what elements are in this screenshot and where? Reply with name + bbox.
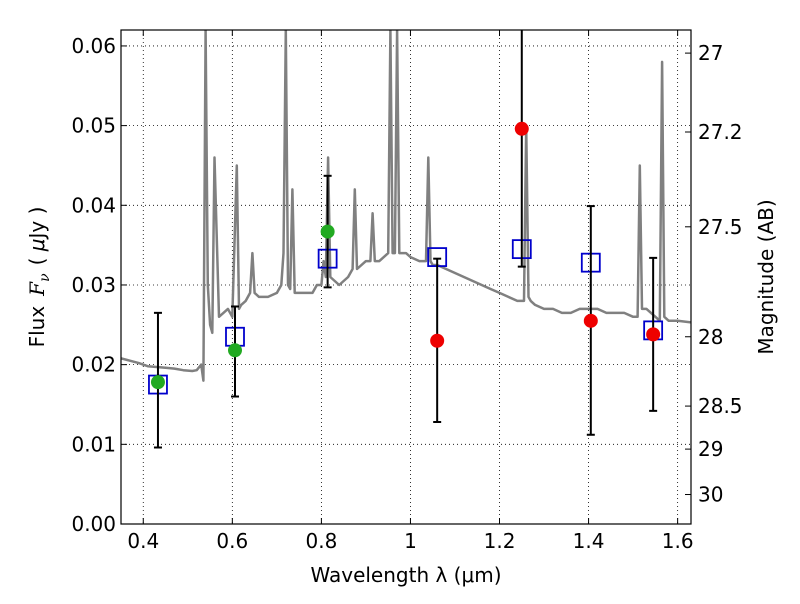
y-tick-label: 0.01 [71, 432, 116, 456]
plot-background [121, 30, 691, 524]
right-tick-label: 27.5 [698, 215, 743, 239]
right-tick-label: 30 [698, 483, 723, 507]
upper-limit-point [514, 121, 529, 136]
y-axis-label-unit: Jy ) [25, 207, 49, 241]
right-tick-label: 28 [698, 325, 723, 349]
y-tick-label: 0.00 [71, 512, 116, 536]
detection-point [150, 375, 165, 390]
plot-frame [120, 29, 692, 525]
y-tick-label: 0.05 [71, 114, 116, 138]
right-axis: 27 27.2 27.5 28 28.5 29 30 [685, 41, 743, 507]
y-axis-label-prefix: Flux [25, 306, 49, 348]
right-tick-label: 29 [698, 437, 723, 461]
right-axis-label: Magnitude (AB) [754, 199, 778, 354]
detection-point [228, 343, 242, 358]
right-tick-label: 27 [698, 41, 723, 65]
x-tick-label: 1.2 [484, 529, 516, 553]
x-tick-label: 1.6 [662, 529, 694, 553]
markers [148, 30, 664, 449]
y-axis-label-var: F [25, 281, 49, 297]
grid-lines [121, 30, 691, 524]
y-tick-label: 0.04 [71, 193, 116, 217]
x-axis: 0.4 0.6 0.8 1 1.2 1.4 1.6 [127, 30, 694, 553]
detection-point [320, 224, 335, 239]
x-tick-label: 0.8 [305, 529, 337, 553]
x-axis-label: Wavelength λ (μm) [310, 563, 501, 587]
y-axis: 0.00 0.01 0.02 0.03 0.04 0.05 0.06 [71, 34, 127, 536]
x-tick-label: 0.6 [216, 529, 248, 553]
upper-limit-point [430, 333, 445, 348]
x-tick-label: 1.4 [573, 529, 605, 553]
right-tick-label: 27.2 [698, 120, 743, 144]
y-tick-label: 0.03 [71, 273, 116, 297]
y-axis-label-open: ( [25, 251, 49, 265]
y-axis-label-sub: ν [37, 273, 53, 282]
right-tick-label: 28.5 [698, 394, 743, 418]
y-tick-label: 0.02 [71, 353, 116, 377]
upper-limit-point [646, 327, 661, 342]
y-tick-label: 0.06 [71, 34, 116, 58]
x-tick-label: 1 [404, 529, 417, 553]
spectrum-line [121, 30, 691, 382]
y-axis-label-mu: μ [25, 239, 49, 253]
y-axis-label: Flux Fν ( μJy ) [25, 207, 53, 348]
upper-limit-point [583, 313, 598, 328]
plot-area [121, 30, 691, 382]
x-tick-label: 0.4 [127, 529, 159, 553]
